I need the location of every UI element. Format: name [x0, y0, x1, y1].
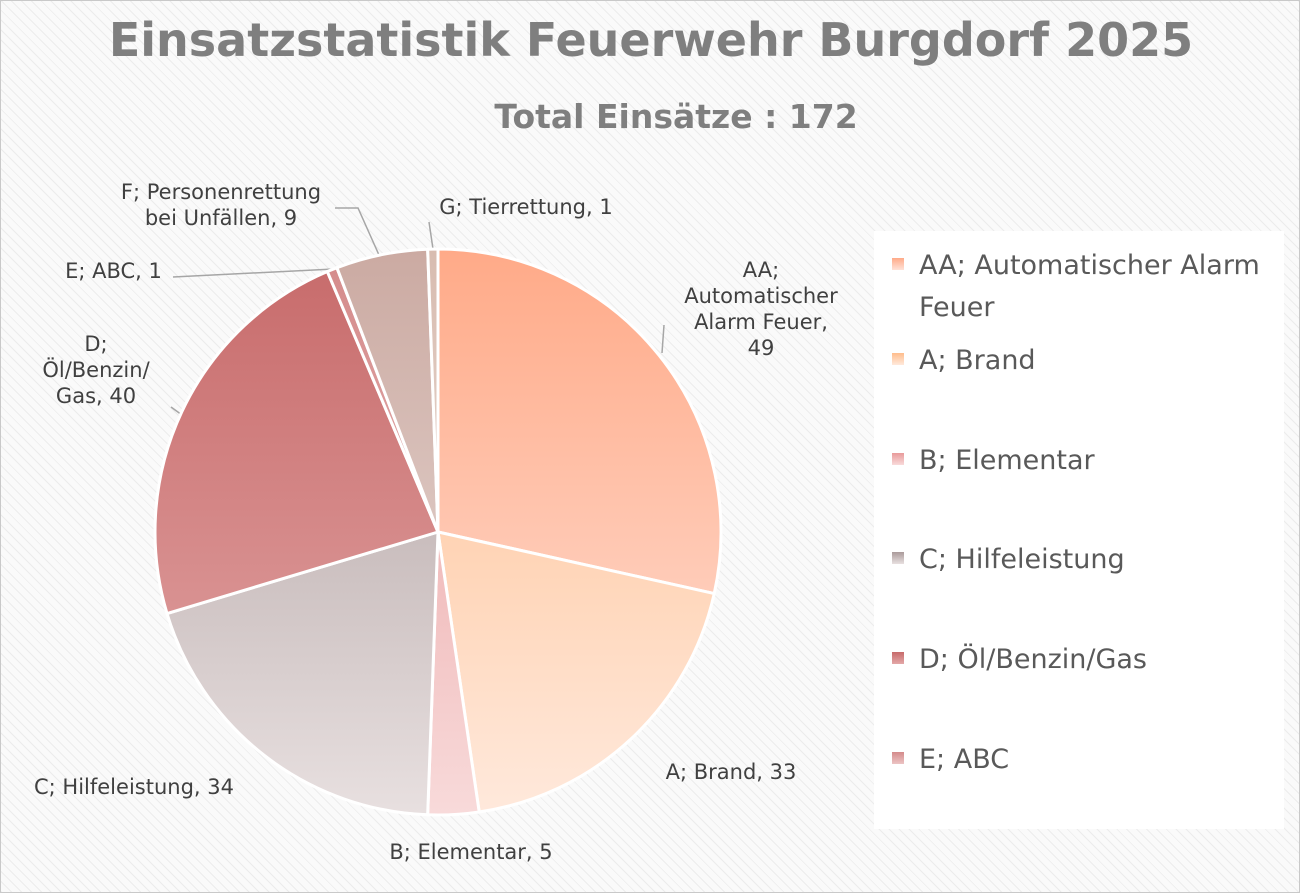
pie-slice-d — [153, 270, 440, 616]
chart-title: Einsatzstatistik Feuerwehr Burgdorf 2025 — [108, 13, 1194, 67]
legend-swatch-aa — [892, 258, 904, 270]
legend-label-a: A; Brand — [919, 345, 1036, 376]
slice-label-f: F; Personenrettung bei Unfällen, 9 — [120, 180, 322, 230]
leader-line-aa — [661, 324, 665, 354]
leader-line-e — [172, 268, 335, 278]
legend-swatch-a — [892, 353, 904, 365]
leader-lines — [170, 207, 665, 416]
slice-label-a: A; Brand, 33 — [665, 760, 797, 784]
legend-label-aa: AA; Automatischer Alarm Feuer — [919, 250, 1260, 323]
legend-swatch-b — [892, 453, 904, 465]
pie-slice-g — [426, 247, 440, 534]
slice-label-e: E; ABC, 1 — [65, 259, 162, 283]
legend-label-c: C; Hilfeleistung — [919, 544, 1125, 575]
pie-slice-aa — [436, 247, 723, 596]
legend-swatch-c — [892, 552, 904, 564]
slice-label-c: C; Hilfeleistung, 34 — [34, 775, 234, 799]
leader-line-f — [335, 207, 380, 256]
legend-label-d: D; Öl/Benzin/Gas — [919, 644, 1147, 675]
slice-label-aa: AA; Automatischer Alarm Feuer, 49 — [684, 258, 838, 360]
slice-label-g: G; Tierrettung, 1 — [439, 195, 613, 219]
slice-label-b: B; Elementar, 5 — [389, 840, 553, 864]
pie-slice-c — [165, 530, 440, 817]
legend-swatch-d — [892, 652, 904, 664]
slice-label-d: D; Öl/Benzin/ Gas, 40 — [42, 332, 150, 408]
legend-label-e: E; ABC — [919, 744, 1010, 775]
pie-slice-a — [436, 530, 716, 814]
chart-subtitle: Total Einsätze : 172 — [494, 97, 858, 136]
legend-label-b: B; Elementar — [919, 445, 1095, 476]
legend: AA; Automatischer Alarm Feuer A; Brand B… — [874, 231, 1284, 829]
legend-swatch-e — [892, 752, 904, 764]
leader-line-g — [428, 221, 434, 250]
pie-slices — [153, 247, 723, 817]
